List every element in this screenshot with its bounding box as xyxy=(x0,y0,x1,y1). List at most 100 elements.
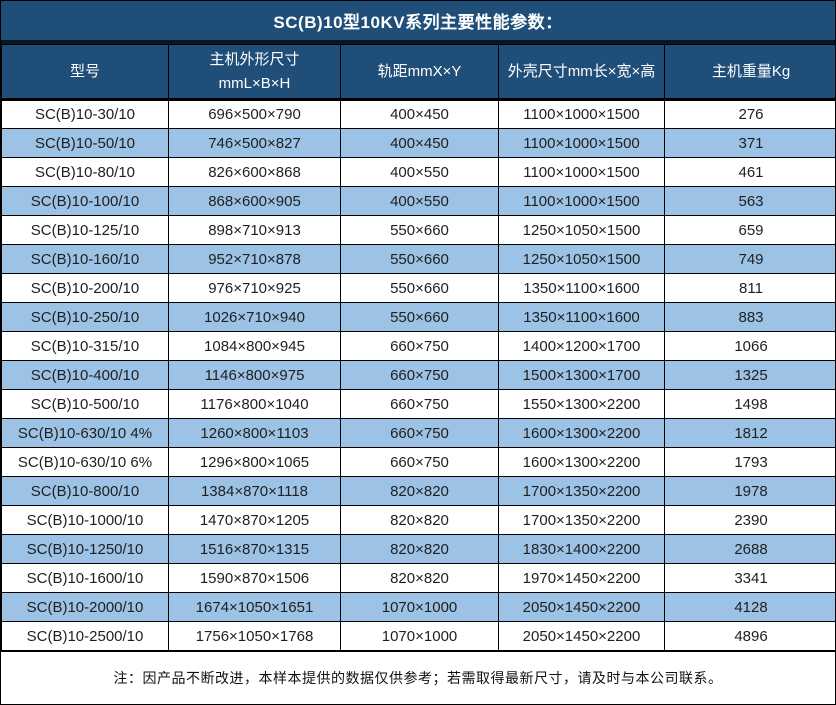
cell-enclosure-size: 1500×1300×1700 xyxy=(498,360,665,390)
table-row: SC(B)10-100/10 868×600×905 400×550 1100×100… xyxy=(1,186,835,216)
table-row: SC(B)10-160/10 952×710×878 550×660 1250×105… xyxy=(1,244,835,274)
table-header-row: 型号 主机外形尺寸 mmL×B×H 轨距mmX×Y 外壳尺寸mm长×宽×高 主机重量Kg xyxy=(1,44,835,101)
cell-enclosure-size: 1830×1400×2200 xyxy=(498,534,665,564)
table-row: SC(B)10-1250/10 1516×870×1315 820×820 1830×… xyxy=(1,534,835,564)
cell-host-dimensions: 1026×710×940 xyxy=(168,302,341,332)
table-row: SC(B)10-630/10 6% 1296×800×1065 660×750 160… xyxy=(1,447,835,477)
table-row: SC(B)10-200/10 976×710×925 550×660 1350×110… xyxy=(1,273,835,303)
cell-model: SC(B)10-250/10 xyxy=(1,302,169,332)
cell-enclosure-size: 1350×1100×1600 xyxy=(498,302,665,332)
table-row: SC(B)10-630/10 4% 1260×800×1103 660×750 160… xyxy=(1,418,835,448)
cell-model: SC(B)10-2500/10 xyxy=(1,621,169,651)
cell-model: SC(B)10-125/10 xyxy=(1,215,169,245)
cell-model: SC(B)10-200/10 xyxy=(1,273,169,303)
cell-model: SC(B)10-1600/10 xyxy=(1,563,169,593)
cell-rail-gauge: 550×660 xyxy=(340,273,499,303)
cell-enclosure-size: 1250×1050×1500 xyxy=(498,215,665,245)
cell-host-weight: 2390 xyxy=(664,505,835,535)
cell-model: SC(B)10-1250/10 xyxy=(1,534,169,564)
cell-host-dimensions: 952×710×878 xyxy=(168,244,341,274)
cell-model: SC(B)10-500/10 xyxy=(1,389,169,419)
cell-model: SC(B)10-80/10 xyxy=(1,157,169,187)
cell-host-dimensions: 746×500×827 xyxy=(168,128,341,158)
cell-enclosure-size: 1600×1300×2200 xyxy=(498,447,665,477)
cell-model: SC(B)10-30/10 xyxy=(1,99,169,129)
cell-host-weight: 1325 xyxy=(664,360,835,390)
column-header-host-weight: 主机重量Kg xyxy=(664,44,835,101)
cell-rail-gauge: 400×550 xyxy=(340,157,499,187)
footnote: 注：因产品不断改进，本样本提供的数据仅供参考；若需取得最新尺寸，请及时与本公司联… xyxy=(1,651,835,704)
cell-rail-gauge: 660×750 xyxy=(340,418,499,448)
cell-host-dimensions: 1470×870×1205 xyxy=(168,505,341,535)
cell-host-weight: 1066 xyxy=(664,331,835,361)
cell-rail-gauge: 660×750 xyxy=(340,389,499,419)
cell-host-dimensions: 1516×870×1315 xyxy=(168,534,341,564)
cell-enclosure-size: 1400×1200×1700 xyxy=(498,331,665,361)
cell-host-weight: 1498 xyxy=(664,389,835,419)
column-header-rail-gauge: 轨距mmX×Y xyxy=(340,44,499,101)
column-header-model: 型号 xyxy=(1,44,169,101)
cell-model: SC(B)10-50/10 xyxy=(1,128,169,158)
cell-model: SC(B)10-1000/10 xyxy=(1,505,169,535)
cell-rail-gauge: 820×820 xyxy=(340,505,499,535)
table-row: SC(B)10-315/10 1084×800×945 660×750 1400×12… xyxy=(1,331,835,361)
table-row: SC(B)10-125/10 898×710×913 550×660 1250×105… xyxy=(1,215,835,245)
cell-enclosure-size: 2050×1450×2200 xyxy=(498,592,665,622)
cell-host-dimensions: 826×600×868 xyxy=(168,157,341,187)
cell-rail-gauge: 400×450 xyxy=(340,128,499,158)
table-header: 型号 主机外形尺寸 mmL×B×H 轨距mmX×Y 外壳尺寸mm长×宽×高 主机重量Kg xyxy=(1,44,835,101)
cell-rail-gauge: 550×660 xyxy=(340,244,499,274)
cell-host-dimensions: 898×710×913 xyxy=(168,215,341,245)
cell-host-weight: 4128 xyxy=(664,592,835,622)
cell-model: SC(B)10-160/10 xyxy=(1,244,169,274)
table-row: SC(B)10-50/10 746×500×827 400×450 1100×1000… xyxy=(1,128,835,158)
cell-host-weight: 1978 xyxy=(664,476,835,506)
cell-rail-gauge: 550×660 xyxy=(340,215,499,245)
cell-rail-gauge: 1070×1000 xyxy=(340,621,499,651)
table-row: SC(B)10-80/10 826×600×868 400×550 1100×1000… xyxy=(1,157,835,187)
cell-model: SC(B)10-2000/10 xyxy=(1,592,169,622)
cell-rail-gauge: 660×750 xyxy=(340,360,499,390)
cell-host-weight: 461 xyxy=(664,157,835,187)
cell-enclosure-size: 1600×1300×2200 xyxy=(498,418,665,448)
cell-host-weight: 811 xyxy=(664,273,835,303)
cell-rail-gauge: 820×820 xyxy=(340,534,499,564)
cell-enclosure-size: 1350×1100×1600 xyxy=(498,273,665,303)
cell-model: SC(B)10-800/10 xyxy=(1,476,169,506)
cell-host-weight: 3341 xyxy=(664,563,835,593)
cell-host-weight: 659 xyxy=(664,215,835,245)
cell-rail-gauge: 660×750 xyxy=(340,447,499,477)
cell-enclosure-size: 1250×1050×1500 xyxy=(498,244,665,274)
column-header-host-dimensions: 主机外形尺寸 mmL×B×H xyxy=(168,44,341,101)
table-row: SC(B)10-800/10 1384×870×1118 820×820 1700×1… xyxy=(1,476,835,506)
cell-rail-gauge: 400×550 xyxy=(340,186,499,216)
page-title: SC(B)10型10KV系列主要性能参数： xyxy=(1,1,835,44)
table-row: SC(B)10-2000/10 1674×1050×1651 1070×1000 20… xyxy=(1,592,835,622)
cell-host-weight: 883 xyxy=(664,302,835,332)
table-row: SC(B)10-1600/10 1590×870×1506 820×820 1970×… xyxy=(1,563,835,593)
cell-enclosure-size: 1100×1000×1500 xyxy=(498,157,665,187)
cell-rail-gauge: 1070×1000 xyxy=(340,592,499,622)
cell-host-weight: 749 xyxy=(664,244,835,274)
cell-enclosure-size: 1700×1350×2200 xyxy=(498,476,665,506)
table-body: SC(B)10-30/10 696×500×790 400×450 1100×1000… xyxy=(1,99,835,651)
table-row: SC(B)10-2500/10 1756×1050×1768 1070×1000 20… xyxy=(1,621,835,651)
cell-host-dimensions: 1260×800×1103 xyxy=(168,418,341,448)
cell-enclosure-size: 1550×1300×2200 xyxy=(498,389,665,419)
table-row: SC(B)10-500/10 1176×800×1040 660×750 1550×1… xyxy=(1,389,835,419)
cell-host-dimensions: 1084×800×945 xyxy=(168,331,341,361)
cell-rail-gauge: 820×820 xyxy=(340,476,499,506)
cell-host-weight: 563 xyxy=(664,186,835,216)
table-row: SC(B)10-30/10 696×500×790 400×450 1100×1000… xyxy=(1,99,835,129)
cell-enclosure-size: 1970×1450×2200 xyxy=(498,563,665,593)
cell-host-weight: 371 xyxy=(664,128,835,158)
cell-rail-gauge: 400×450 xyxy=(340,99,499,129)
table-row: SC(B)10-1000/10 1470×870×1205 820×820 1700×… xyxy=(1,505,835,535)
cell-host-weight: 1812 xyxy=(664,418,835,448)
cell-host-dimensions: 1756×1050×1768 xyxy=(168,621,341,651)
column-header-enclosure-size: 外壳尺寸mm长×宽×高 xyxy=(498,44,665,101)
cell-enclosure-size: 1100×1000×1500 xyxy=(498,99,665,129)
table-row: SC(B)10-400/10 1146×800×975 660×750 1500×13… xyxy=(1,360,835,390)
cell-rail-gauge: 660×750 xyxy=(340,331,499,361)
cell-host-dimensions: 1674×1050×1651 xyxy=(168,592,341,622)
